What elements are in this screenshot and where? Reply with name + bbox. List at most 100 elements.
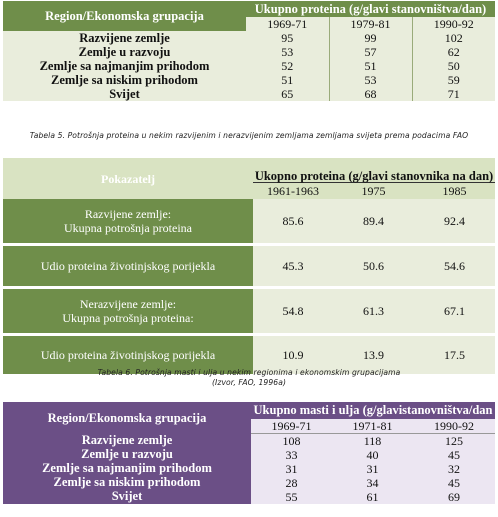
row-separator	[3, 333, 496, 336]
table-row: Razvijene zemlje: Ukupna potrošnja prote…	[3, 199, 496, 243]
value-cell: 45	[413, 475, 496, 490]
value-cell: 13.9	[333, 336, 414, 374]
value-cell: 52	[246, 59, 329, 73]
value-cell: 53	[328, 73, 412, 87]
value-cell: 54.8	[253, 289, 333, 333]
year-cell: 1990-92	[413, 419, 496, 434]
row-label-group: Nerazvijene zemlje:	[79, 297, 177, 311]
year-cell: 1971-81	[332, 419, 413, 434]
value-cell: 125	[413, 433, 496, 448]
row-label: Svijet	[3, 87, 246, 101]
value-cell: 67.1	[414, 289, 496, 333]
table-row: Razvijene zemlje 108 118 125	[3, 433, 496, 448]
row-label: Razvijene zemlje	[3, 433, 251, 448]
protein-by-region-table: Region/Ekonomska grupacija Ukupno protei…	[3, 1, 495, 101]
row-label: Zemlje u razvoju	[3, 447, 251, 462]
value-cell: 31	[332, 461, 413, 476]
value-cell: 40	[332, 447, 413, 462]
row-label: Zemlje sa najmanjim prihodom	[3, 461, 251, 476]
value-cell: 54.6	[414, 246, 496, 286]
value-cell: 32	[413, 461, 496, 476]
value-cell: 51	[328, 59, 412, 73]
value-cell: 71	[411, 87, 495, 101]
value-cell: 10.9	[253, 336, 333, 374]
year-cell: 1985	[414, 182, 496, 199]
row-label-group: Razvijene zemlje:	[84, 207, 172, 221]
table-caption: Tabela 5. Potrošnja proteina u nekim raz…	[29, 131, 469, 140]
separator	[3, 286, 496, 289]
table-row: Zemlje sa niskim prihodom 28 34 45	[3, 475, 496, 490]
row-label: Zemlje u razvoju	[3, 45, 246, 59]
value-cell: 45.3	[253, 246, 333, 286]
row-label: Udio proteina životinjskog porijekla	[3, 246, 253, 286]
year-cell: 1979-81	[328, 17, 412, 31]
year-cell: 1961-1963	[253, 182, 333, 199]
value-cell: 17.5	[414, 336, 496, 374]
value-cell: 31	[251, 461, 332, 476]
separator	[3, 243, 496, 246]
table-header-row: Region/Ekonomska grupacija Ukupno protei…	[3, 1, 495, 31]
table-title: Ukopno proteina (g/glavi stanovnika na d…	[253, 158, 496, 183]
protein-indicator-table: Pokazatelj Ukopno proteina (g/glavi stan…	[3, 158, 496, 374]
table-row: Zemlje u razvoju 53 57 62	[3, 45, 495, 59]
value-cell: 102	[411, 31, 495, 45]
table-row: Zemlje sa niskim prihodom 51 53 59	[3, 73, 495, 87]
row-label: Zemlje sa najmanjim prihodom	[3, 59, 246, 73]
year-cell: 1969-71	[251, 419, 332, 434]
table-row: Svijet 55 61 69	[3, 489, 496, 504]
year-cell: 1990-92	[411, 17, 495, 31]
value-cell: 61	[332, 489, 413, 504]
row-label-item: Ukupna potrošnja proteina:	[62, 311, 194, 325]
value-cell: 50	[411, 59, 495, 73]
table-header-row: Region/Ekonomska grupacija Ukupno masti …	[3, 402, 496, 434]
year-row: 1969-71 1971-81 1990-92	[3, 419, 496, 434]
value-cell: 69	[413, 489, 496, 504]
row-label: Razvijene zemlje	[3, 31, 246, 45]
table-row: Zemlje sa najmanjim prihodom 52 51 50	[3, 59, 495, 73]
value-cell: 55	[251, 489, 332, 504]
separator	[3, 333, 496, 336]
year-row: 1961-1963 1975 1985	[3, 182, 496, 199]
table-caption: Tabela 6. Potrošnja masti i ulja u nekim…	[97, 368, 401, 377]
year-cell: 1975	[333, 182, 414, 199]
table-caption-source: (Izvor, FAO, 1996a)	[211, 378, 287, 387]
value-cell: 51	[246, 73, 329, 87]
row-label: Svijet	[3, 489, 251, 504]
row-label: Zemlje sa niskim prihodom	[3, 475, 251, 490]
row-label: Nerazvijene zemlje: Ukupna potrošnja pro…	[3, 289, 253, 333]
value-cell: 95	[246, 31, 329, 45]
row-label-item: Ukupna potrošnja proteina	[64, 221, 192, 235]
value-cell: 89.4	[333, 199, 414, 243]
table-row: Udio proteina životinjskog porijekla 45.…	[3, 246, 496, 286]
row-label: Udio proteina životinjskog porijekla	[3, 336, 253, 374]
row-label: Razvijene zemlje: Ukupna potrošnja prote…	[3, 199, 253, 243]
fats-oils-table: Region/Ekonomska grupacija Ukupno masti …	[3, 402, 496, 504]
value-cell: 28	[251, 475, 332, 490]
value-cell: 59	[411, 73, 495, 87]
table-row: Udio proteina životinjskog porijekla 10.…	[3, 336, 496, 374]
value-cell: 50.6	[333, 246, 414, 286]
year-row: 1969-71 1979-81 1990-92	[3, 17, 495, 31]
value-cell: 85.6	[253, 199, 333, 243]
value-cell: 108	[251, 433, 332, 448]
value-cell: 34	[332, 475, 413, 490]
row-header: Region/Ekonomska grupacija	[3, 402, 251, 434]
table-row: Nerazvijene zemlje: Ukupna potrošnja pro…	[3, 289, 496, 333]
row-separator	[3, 243, 496, 246]
table-title: Ukupno masti i ulja (g/glavistanovništva…	[251, 402, 496, 419]
value-cell: 99	[328, 31, 412, 45]
table-row: Svijet 65 68 71	[3, 87, 495, 101]
value-cell: 65	[246, 87, 329, 101]
value-cell: 62	[411, 45, 495, 59]
value-cell: 45	[413, 447, 496, 462]
value-cell: 61.3	[333, 289, 414, 333]
value-cell: 33	[251, 447, 332, 462]
row-label: Zemlje sa niskim prihodom	[3, 73, 246, 87]
table-header-row: Pokazatelj Ukopno proteina (g/glavi stan…	[3, 158, 496, 199]
row-separator	[3, 286, 496, 289]
value-cell: 57	[328, 45, 412, 59]
value-cell: 118	[332, 433, 413, 448]
row-header: Region/Ekonomska grupacija	[3, 1, 246, 31]
year-cell: 1969-71	[246, 17, 329, 31]
row-header: Pokazatelj	[3, 158, 253, 199]
